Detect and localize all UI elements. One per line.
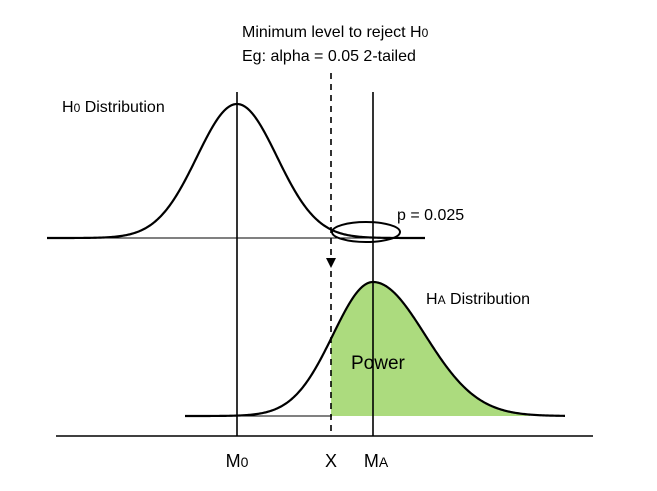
power-label: Power xyxy=(351,353,406,374)
ma-axis-label: MA xyxy=(364,451,389,471)
h0-distribution-label: H0 Distribution xyxy=(62,99,165,116)
h0-curve xyxy=(47,102,425,240)
tail-ellipse xyxy=(331,221,401,243)
power-area xyxy=(331,282,530,416)
annotation-line-1: Minimum level to reject H0 xyxy=(242,24,429,41)
down-arrow-icon xyxy=(326,258,336,268)
m0-axis-label: M0 xyxy=(226,451,249,471)
p-value-label: p = 0.025 xyxy=(397,207,464,224)
ha-curve xyxy=(185,280,566,418)
x-axis-label: X xyxy=(325,451,337,471)
annotation-line-2: Eg: alpha = 0.05 2-tailed xyxy=(242,48,416,65)
ha-distribution-label: HA Distribution xyxy=(426,291,530,308)
